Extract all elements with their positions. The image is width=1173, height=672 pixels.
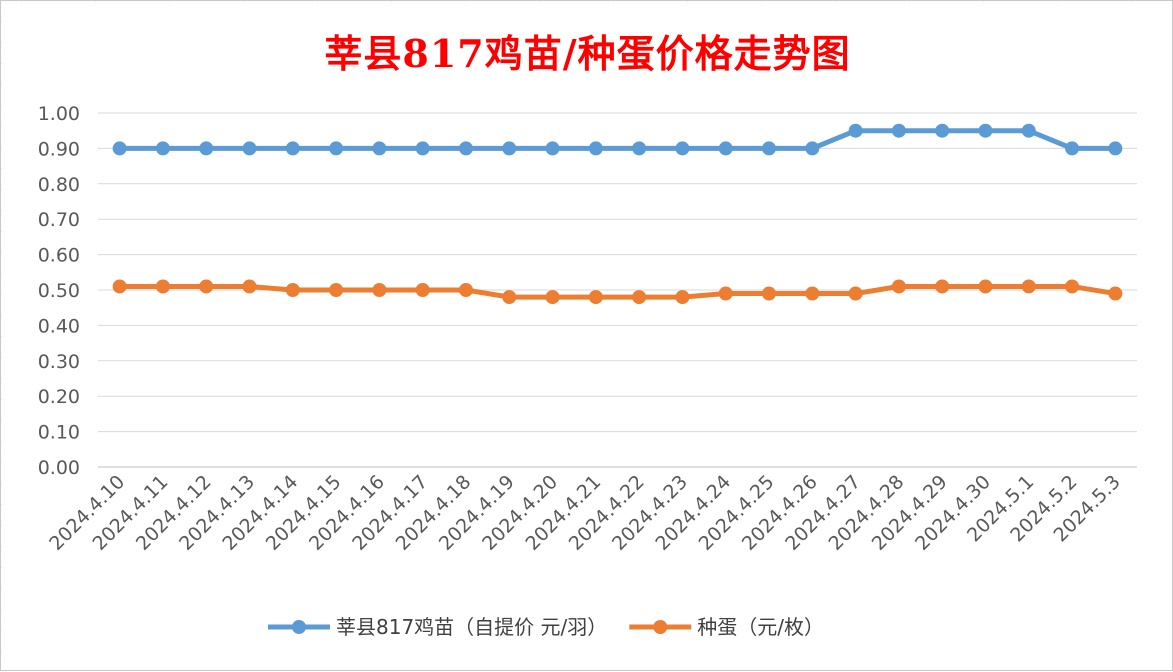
data-point [112,279,127,294]
y-tick-label: 0.20 [38,386,80,408]
data-point [762,141,777,156]
y-tick-label: 0.00 [38,457,80,479]
data-point [891,279,906,294]
data-point [242,141,257,156]
data-point [718,286,733,301]
series-line [117,283,1118,300]
legend-label: 种蛋（元/枚） [697,615,824,639]
data-point [242,279,257,294]
legend-item-1: 种蛋（元/枚） [629,615,824,639]
data-point [848,123,863,138]
data-point [978,123,993,138]
chart-title: 莘县817鸡苗/种蛋价格走势图 [324,31,851,76]
data-point [1108,286,1123,301]
data-point [415,283,430,297]
data-point [848,286,863,301]
series-0 [112,123,1123,156]
legend-label: 莘县817鸡苗（自提价 元/羽） [336,615,607,639]
data-point [199,279,214,294]
data-point [372,283,387,297]
data-point [675,141,690,156]
y-tick-label: 1.00 [38,103,80,125]
y-tick-label: 0.70 [38,209,80,231]
data-point [805,286,820,301]
legend-swatch-marker [653,620,668,634]
y-tick-label: 0.60 [38,245,80,267]
y-tick-label: 0.50 [38,280,80,302]
data-point [588,141,603,156]
y-tick-label: 0.30 [38,351,80,373]
data-point [632,290,647,305]
y-tick-label: 0.40 [38,315,80,337]
data-point [675,290,690,305]
data-point [545,290,560,305]
data-point [935,279,950,294]
series-line [117,128,1118,151]
data-point [632,141,647,156]
data-point [415,141,430,156]
legend-item-0: 莘县817鸡苗（自提价 元/羽） [268,615,607,639]
data-point [545,141,560,156]
y-tick-label: 0.10 [38,422,80,444]
data-point [155,141,170,156]
data-point [805,141,820,156]
data-point [199,141,214,156]
data-point [502,141,517,156]
data-point [935,123,950,138]
data-point [978,279,993,294]
data-point [1065,279,1080,294]
data-point [329,141,344,156]
data-point [762,286,777,301]
data-point [1021,279,1036,294]
data-point [891,123,906,138]
data-point [155,279,170,294]
data-point [458,141,473,156]
data-point [1021,123,1036,138]
data-point [502,290,517,305]
data-point [329,283,344,297]
data-point [458,283,473,297]
data-point [718,141,733,156]
data-point [372,141,387,156]
data-point [285,141,300,156]
y-tick-label: 0.90 [38,138,80,160]
legend-swatch-marker [292,620,306,634]
data-point [112,141,127,156]
data-point [1065,141,1080,156]
data-point [588,290,603,305]
series-1 [112,279,1123,305]
y-tick-label: 0.80 [38,174,80,196]
data-point [285,283,300,297]
data-point [1108,141,1123,156]
